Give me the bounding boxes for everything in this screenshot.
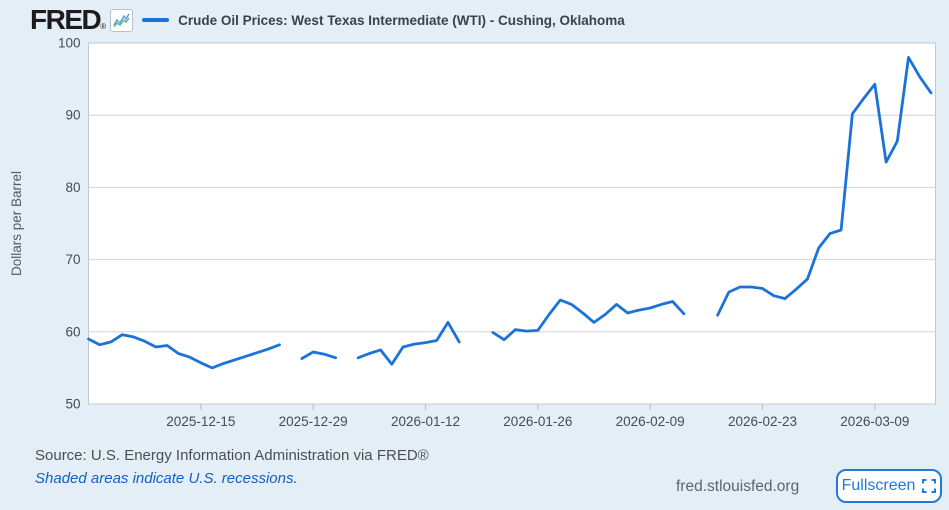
x-tick-label: 2026-02-09 xyxy=(616,414,685,429)
fred-sparkline-icon xyxy=(110,8,134,32)
price-line-series xyxy=(87,56,933,370)
y-tick-label: 70 xyxy=(65,252,80,267)
fullscreen-expand-icon xyxy=(922,479,937,493)
price-chart[interactable]: 50 60 70 80 90 100 Dollars per Barrel 2025-12-1… xyxy=(0,36,949,440)
y-tick-label: 90 xyxy=(65,108,80,123)
chart-header: FRED ® Crude Oil Prices: West Texas Inte… xyxy=(30,5,625,35)
y-tick-label: 60 xyxy=(65,324,80,339)
series-title: Crude Oil Prices: West Texas Intermediat… xyxy=(178,12,625,28)
x-tick-label: 2026-01-12 xyxy=(391,414,460,429)
x-tick-label: 2026-02-23 xyxy=(728,414,797,429)
recession-note-link[interactable]: Shaded areas indicate U.S. recessions. xyxy=(35,470,298,487)
fred-site-link[interactable]: fred.stlouisfed.org xyxy=(676,478,800,495)
registered-mark: ® xyxy=(100,22,107,31)
x-tick-label: 2025-12-29 xyxy=(279,414,348,429)
y-axis-title: Dollars per Barrel xyxy=(9,171,24,276)
y-tick-label: 100 xyxy=(58,36,81,51)
fullscreen-button-label: Fullscreen xyxy=(841,477,916,494)
x-tick-label: 2026-03-09 xyxy=(840,414,909,429)
legend-line-swatch xyxy=(142,18,170,22)
x-tick-label: 2025-12-15 xyxy=(166,414,235,429)
x-tick-label: 2026-01-26 xyxy=(503,414,572,429)
y-tick-label: 80 xyxy=(65,180,80,195)
source-note: Source: U.S. Energy Information Administ… xyxy=(35,447,429,464)
fred-logo[interactable]: FRED xyxy=(30,4,102,35)
y-tick-label: 50 xyxy=(65,397,80,412)
plot-area[interactable] xyxy=(88,42,936,405)
fullscreen-button[interactable]: Fullscreen xyxy=(836,469,942,503)
